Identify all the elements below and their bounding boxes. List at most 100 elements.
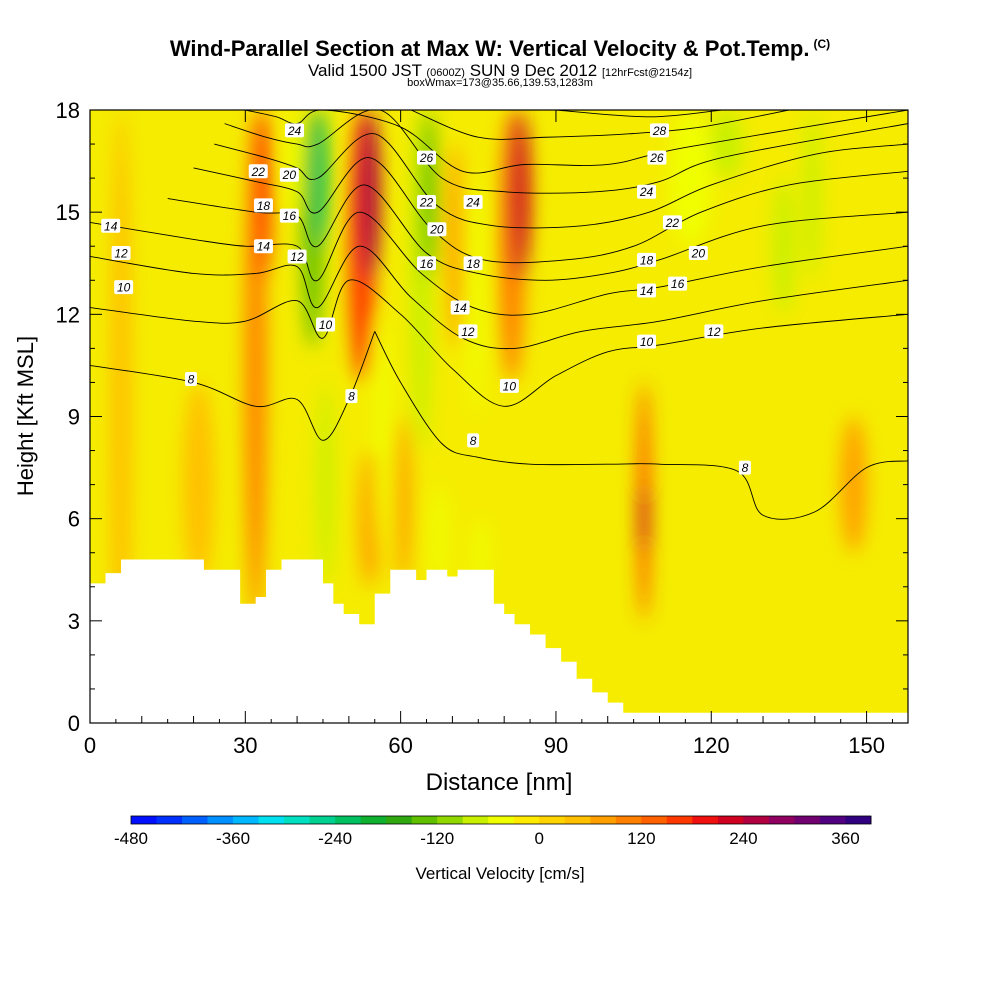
svg-text:10: 10 [640,335,654,349]
contour-label-16: 20 [427,222,447,237]
colorbar-label: Vertical Velocity [cm/s] [415,864,585,883]
contour-label-19: 14 [450,300,470,315]
contour-label-3: 18 [253,198,273,213]
svg-text:22: 22 [419,195,434,209]
contour-label-0: 24 [285,123,304,138]
colorbar-swatch-23 [717,816,744,824]
y-tick-label: 15 [56,200,80,225]
box-wmax-note: boxWmax=173@35.66,139.53,1283m [407,77,593,89]
y-tick-label: 18 [56,98,80,123]
colorbar-swatch-24 [743,816,770,824]
plot-area: 24 22 20 18 16 14 14 12 12 10 10 8 8 26 22 24 20 16 18 14 12… [90,110,908,723]
contour-label-9: 10 [114,280,134,295]
svg-text:26: 26 [649,151,664,165]
colorbar-ticks: -480 -360 -240 -120 0 120 240 360 [114,829,860,848]
theta-contour-28-11 [555,110,722,118]
chart-title-text: Wind-Parallel Section at Max W: Vertical… [169,36,810,61]
chart-title: Wind-Parallel Section at Max W: Vertical… [0,36,1000,62]
x-tick-label: 0 [84,733,96,758]
y-tick-label: 9 [68,405,80,430]
velocity-cell-27 [840,416,867,553]
contour-label-4: 16 [279,208,299,223]
contour-label-26: 22 [662,215,682,230]
colorbar-swatch-4 [233,816,259,824]
contour-label-33: 8 [738,460,751,475]
contour-label-25: 24 [637,184,657,199]
colorbar-tick-label: 0 [535,829,544,848]
x-tick-label: 30 [233,733,257,758]
svg-text:24: 24 [287,124,302,138]
valid-date: SUN 9 Dec 2012 [469,61,598,80]
svg-text:20: 20 [691,247,706,261]
colorbar-swatch-10 [386,816,413,824]
svg-text:12: 12 [707,325,721,339]
y-tick-label: 0 [68,711,80,736]
velocity-cell-15 [431,484,448,587]
copyright-mark: (C) [813,37,831,51]
theta-contour-18-6 [193,157,908,264]
contour-label-29: 16 [668,276,688,291]
theta-contour-8-1 [374,331,908,520]
y-tick-label: 12 [56,302,80,327]
colorbar-swatch-7 [309,816,336,824]
colorbar-swatch-14 [488,816,515,824]
colorbar-swatch-3 [207,816,234,824]
velocity-cell-20 [509,110,531,281]
svg-text:14: 14 [640,284,654,298]
contour-label-13: 26 [417,150,437,165]
colorbar-swatch-28 [845,816,872,824]
colorbar-swatch-17 [564,816,591,824]
svg-text:12: 12 [461,325,475,339]
contour-label-12: 8 [345,389,358,404]
x-tick-label: 120 [693,733,730,758]
svg-text:20: 20 [282,168,297,182]
contour-label-6: 14 [253,239,273,254]
contour-label-23: 28 [649,123,669,138]
svg-text:8: 8 [188,373,195,387]
contour-label-22: 8 [467,433,480,448]
svg-text:8: 8 [742,461,749,475]
colorbar-swatch-25 [768,816,795,824]
potential-temperature-contours [90,110,908,520]
colorbar-tick-label: 240 [729,829,757,848]
colorbar-swatch-15 [513,816,540,824]
svg-text:22: 22 [665,216,680,230]
contour-label-7: 12 [111,246,131,261]
theta-contour-26-10 [410,110,790,140]
velocity-cell-22 [638,484,650,553]
svg-text:14: 14 [257,240,271,254]
svg-text:26: 26 [419,151,434,165]
svg-text:14: 14 [453,301,467,315]
contour-labels: 24 22 20 18 16 14 14 12 12 10 10 8 8 26 22 24 20 16 18 14 12… [101,123,751,475]
velocity-cell-3 [255,110,272,281]
svg-text:24: 24 [639,185,654,199]
colorbar-swatch-27 [819,816,846,824]
contour-label-24: 26 [647,150,667,165]
contour-label-17: 16 [417,256,437,271]
colorbar-swatch-20 [641,816,668,824]
svg-text:20: 20 [429,223,444,237]
terrain-mask [90,559,908,723]
colorbar-tick-label: -480 [114,829,148,848]
utc-time: (0600Z) [426,67,465,79]
chart-subtitle: Valid 1500 JST (0600Z) SUN 9 Dec 2012 [1… [0,61,1000,81]
velocity-cell-9 [359,110,380,281]
colorbar-swatch-6 [284,816,311,824]
svg-text:10: 10 [117,281,131,295]
colorbar-swatch-22 [692,816,719,824]
svg-text:16: 16 [283,209,297,223]
velocity-cell-12 [395,416,411,587]
contour-label-30: 14 [637,283,657,298]
svg-text:12: 12 [290,250,304,264]
colorbar-swatch-12 [437,816,464,824]
y-axis-label: Height [Kft MSL] [13,336,38,496]
forecast-info: [12hrFcst@2154z] [602,67,693,79]
colorbar-swatch-16 [539,816,566,824]
svg-text:18: 18 [466,257,480,271]
theta-contour-14-4 [90,211,908,316]
velocity-cell-7 [317,382,334,587]
valid-time: Valid 1500 JST [307,61,422,80]
colorbar-swatch-1 [156,816,183,824]
contour-label-18: 18 [463,256,483,271]
velocity-cell-17 [467,178,484,417]
